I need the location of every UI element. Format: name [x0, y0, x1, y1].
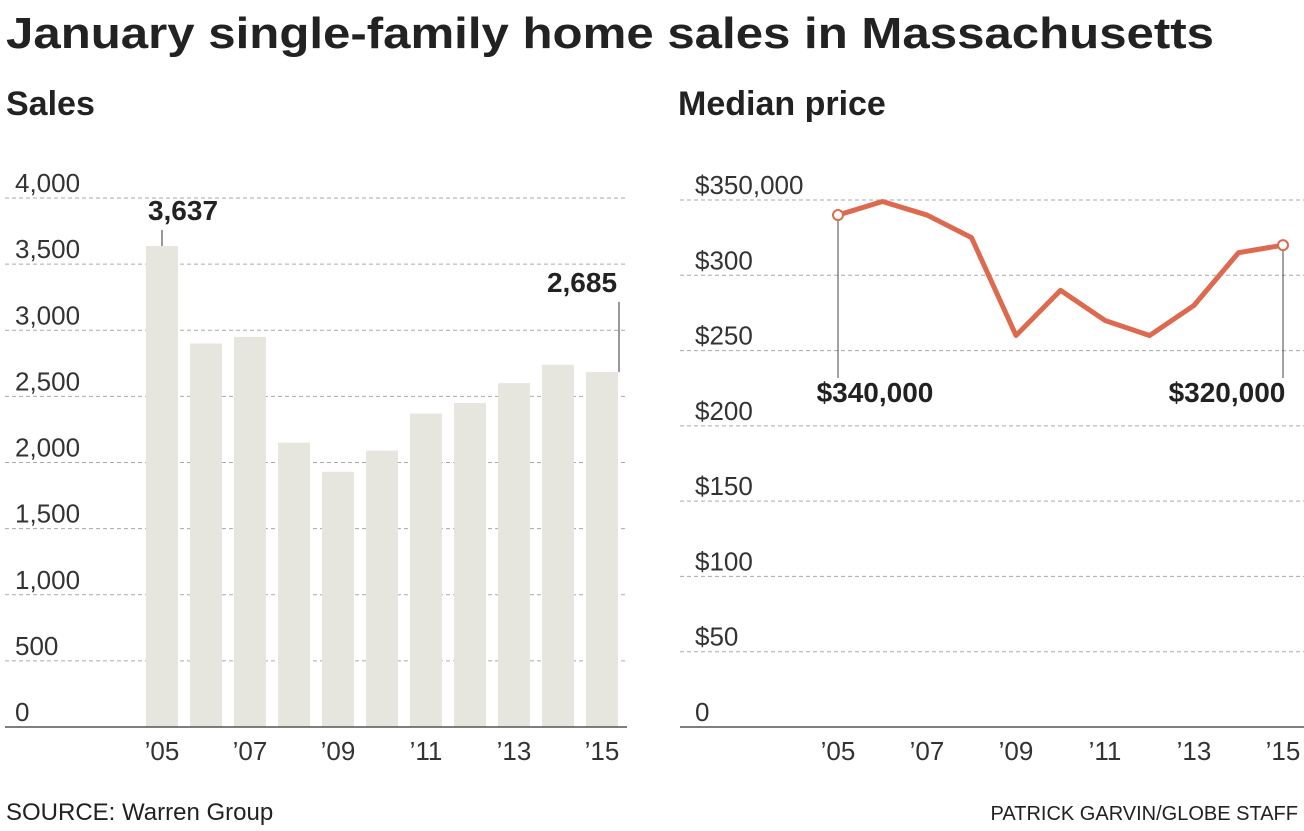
- bar: [454, 402, 486, 727]
- value-label: $320,000: [1169, 377, 1286, 408]
- value-label: 3,637: [148, 195, 218, 226]
- credit: PATRICK GARVIN/GLOBE STAFF: [991, 803, 1298, 825]
- y-tick-label: 4,000: [15, 168, 80, 198]
- x-tick-label: ’05: [145, 736, 180, 766]
- y-tick-label: 2,500: [15, 366, 80, 396]
- x-tick-label: ’09: [321, 736, 356, 766]
- x-tick-label: ’09: [999, 736, 1034, 766]
- y-tick-label: 0: [15, 697, 29, 727]
- line: [837, 199, 1284, 339]
- bar: [498, 383, 530, 727]
- value-label: 2,685: [547, 267, 617, 298]
- subtitle: Sales: [6, 85, 95, 123]
- bar: [234, 336, 266, 727]
- x-tick-label: ’11: [410, 736, 443, 766]
- y-tick-label: 3,000: [15, 300, 80, 330]
- point-marker: [832, 209, 844, 222]
- y-tick-label: $250: [695, 321, 753, 351]
- y-tick-label: $300: [695, 245, 753, 275]
- chart-title: January single-family home sales in Mass…: [6, 9, 1214, 58]
- x-tick-label: ’05: [821, 736, 856, 766]
- bar: [322, 471, 354, 727]
- value-label: $340,000: [817, 377, 934, 408]
- bar: [410, 413, 442, 727]
- source: SOURCE: Warren Group: [6, 799, 273, 826]
- x-tick-label: ’11: [1089, 736, 1122, 766]
- x-tick-label: ’13: [1177, 736, 1212, 766]
- y-tick-label: $200: [695, 396, 753, 426]
- bar: [542, 364, 574, 727]
- bar: [366, 450, 398, 727]
- y-tick-label: 3,500: [15, 234, 80, 264]
- x-tick-label: ’07: [910, 736, 945, 766]
- point-marker: [1277, 239, 1289, 252]
- x-tick-label: ’15: [585, 736, 620, 766]
- y-tick-label: 2,000: [15, 433, 80, 463]
- y-tick-label: $50: [695, 622, 738, 652]
- bar: [278, 442, 310, 727]
- y-tick-label: 1,500: [15, 499, 80, 529]
- bar: [146, 246, 178, 727]
- x-tick-label: ’13: [497, 736, 532, 766]
- y-tick-label: 1,000: [15, 565, 80, 595]
- y-tick-label: 0: [695, 697, 709, 727]
- y-tick-label: $100: [695, 546, 753, 576]
- y-tick-label: $150: [695, 471, 753, 501]
- bar: [586, 371, 618, 727]
- bar: [190, 343, 222, 727]
- x-tick-label: ’07: [233, 736, 268, 766]
- subtitle: Median price: [678, 85, 886, 123]
- y-tick-label: $350,000: [695, 170, 803, 200]
- x-tick-label: ’15: [1266, 736, 1301, 766]
- y-tick-label: 500: [15, 631, 58, 661]
